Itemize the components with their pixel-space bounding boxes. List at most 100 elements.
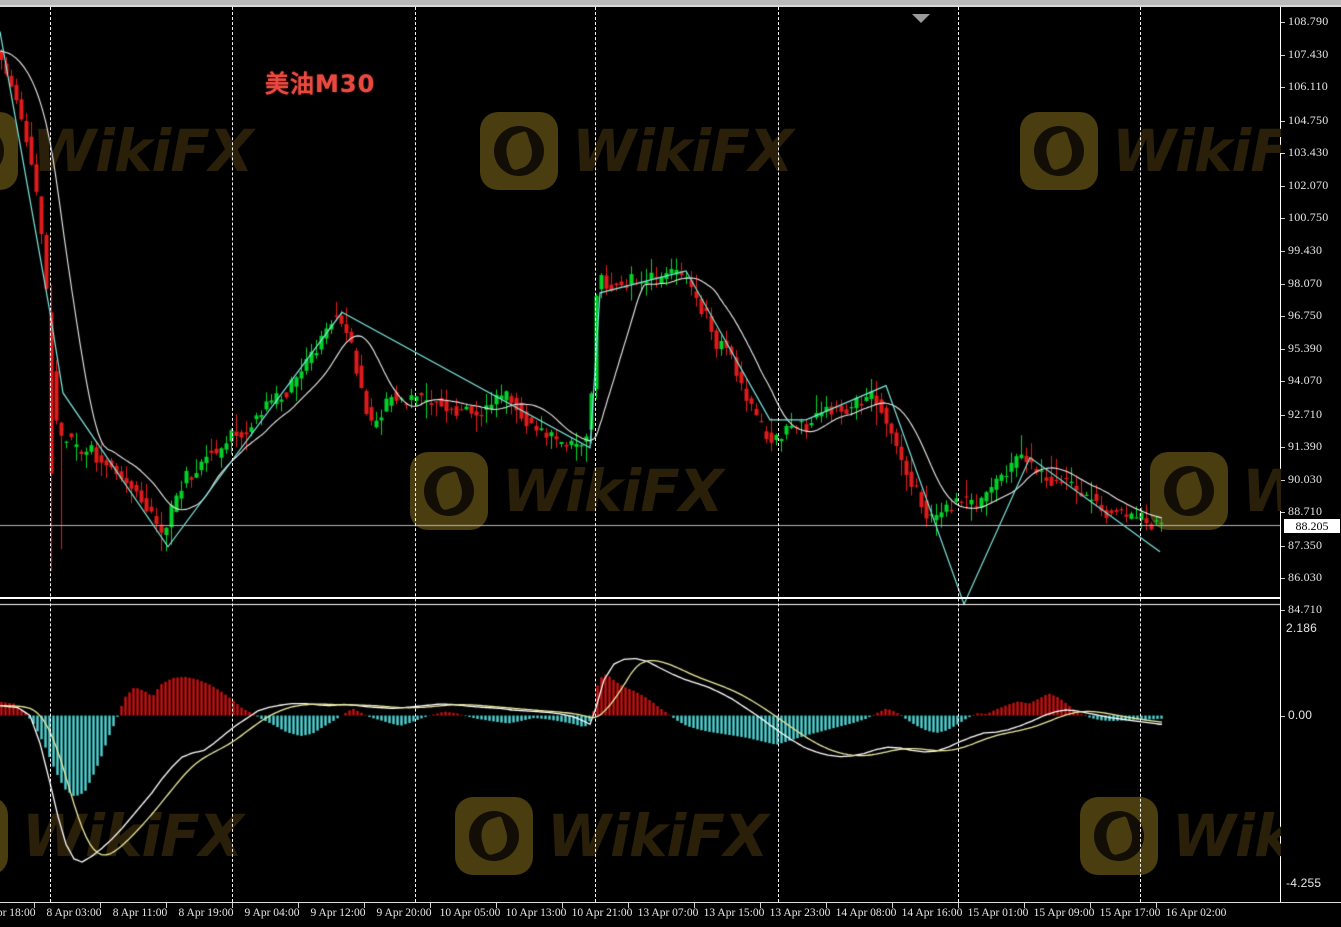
pane-collapse-arrow-icon[interactable] [912, 14, 930, 23]
price-tick-label: 98.070 [1288, 275, 1323, 290]
tick-mark [1281, 545, 1285, 547]
price-tick: 98.070 [1281, 276, 1341, 290]
tick-mark [1281, 120, 1285, 122]
time-tick-label: 9 Apr 12:00 [310, 907, 366, 919]
tick-mark [1281, 381, 1285, 383]
time-tick-mark [892, 903, 893, 908]
price-tick: 88.710 [1281, 504, 1341, 518]
price-tick-label: 87.350 [1288, 537, 1323, 552]
tick-mark [1281, 610, 1285, 611]
current-price-badge: 88.205 [1284, 518, 1340, 533]
time-tick-label: 15 Apr 09:00 [1033, 907, 1095, 919]
time-tick-label: 8 Apr 03:00 [46, 907, 102, 919]
macd-tick-label: 0.00 [1288, 707, 1313, 722]
time-tick-label: 15 Apr 17:00 [1099, 907, 1161, 919]
time-tick-mark [298, 903, 299, 908]
symbol-timeframe-label: 美油M30 [265, 70, 376, 98]
price-tick: 84.710 [1281, 602, 1341, 616]
time-tick-mark [694, 903, 695, 908]
price-tick: 106.110 [1281, 79, 1341, 93]
price-tick-label: 92.710 [1288, 406, 1323, 421]
time-tick-label: 13 Apr 23:00 [769, 907, 831, 919]
macd-tick: -4.255 [1281, 876, 1341, 890]
time-tick-mark [760, 903, 761, 908]
time-tick-mark [562, 903, 563, 908]
price-tick-label: 91.390 [1288, 438, 1323, 453]
chart-canvas[interactable] [0, 7, 1280, 902]
time-tick-label: 16 Apr 02:00 [1165, 907, 1227, 919]
tick-mark [1281, 22, 1285, 23]
time-tick-label: 9 Apr 20:00 [376, 907, 432, 919]
time-tick-mark [1090, 903, 1091, 908]
time-tick-label: 13 Apr 07:00 [637, 907, 699, 919]
time-tick-mark [100, 903, 101, 908]
price-tick-label: 94.070 [1288, 373, 1323, 388]
price-tick: 86.030 [1281, 570, 1341, 584]
chart-frame[interactable]: WikiFX WikiFX WikiFX WikiFX WikiFX WikiF… [0, 7, 1341, 902]
price-scale[interactable]: 108.790 107.430 106.110 104.750 103.430 102.0… [1281, 7, 1341, 902]
vertical-gridline [1140, 7, 1141, 902]
price-tick-label: 96.750 [1288, 308, 1323, 322]
tick-mark [1281, 283, 1285, 285]
tick-mark [1281, 414, 1285, 416]
price-tick: 87.350 [1281, 538, 1341, 552]
time-tick-mark [958, 903, 959, 908]
price-tick: 90.030 [1281, 472, 1341, 486]
price-tick: 104.750 [1281, 113, 1341, 127]
pane-separator [0, 597, 1280, 599]
price-tick-label: 84.710 [1288, 602, 1323, 616]
price-tick-label: 88.710 [1288, 504, 1323, 519]
tick-mark [1281, 480, 1285, 482]
tick-mark [1281, 446, 1285, 448]
price-tick-label: 104.750 [1288, 112, 1329, 127]
price-tick-label: 106.110 [1288, 79, 1328, 94]
time-tick-label: 8 Apr 11:00 [112, 907, 168, 919]
price-tick: 99.430 [1281, 243, 1341, 257]
time-axis[interactable]: 7 Apr 18:00 8 Apr 03:00 8 Apr 11:00 8 Apr 1… [0, 902, 1341, 927]
time-tick-mark [34, 903, 35, 908]
tick-mark [1281, 186, 1285, 188]
vertical-gridline [415, 7, 416, 902]
price-tick: 95.390 [1281, 341, 1341, 355]
price-tick: 94.070 [1281, 373, 1341, 387]
tick-mark [1281, 349, 1285, 351]
time-tick-label: 8 Apr 19:00 [178, 907, 234, 919]
time-tick-label: 10 Apr 21:00 [571, 907, 633, 919]
time-tick-mark [430, 903, 431, 908]
time-tick-mark [628, 903, 629, 908]
vertical-gridline [958, 7, 959, 902]
price-tick-label: 99.430 [1288, 242, 1323, 257]
tick-mark [1281, 250, 1285, 252]
tick-mark [1281, 218, 1285, 220]
tick-mark [1281, 577, 1285, 579]
time-tick-label: 9 Apr 04:00 [244, 907, 300, 919]
price-tick-label: 90.030 [1288, 472, 1323, 487]
chrome-edge [0, 5, 1341, 7]
vertical-gridline [50, 7, 51, 902]
price-tick: 92.710 [1281, 407, 1341, 421]
tick-mark [1281, 152, 1285, 154]
price-tick-label: 103.430 [1288, 144, 1329, 159]
price-tick-label: 95.390 [1288, 341, 1323, 356]
price-tick: 102.070 [1281, 178, 1341, 192]
price-tick-label: 86.030 [1288, 569, 1323, 584]
time-tick-mark [1156, 903, 1157, 908]
vertical-gridline [778, 7, 779, 902]
tick-mark [1281, 715, 1285, 717]
tick-mark [1281, 55, 1285, 57]
price-tick: 91.390 [1281, 439, 1341, 453]
price-tick: 108.790 [1281, 14, 1341, 28]
price-tick: 103.430 [1281, 145, 1341, 159]
time-tick-label: 14 Apr 16:00 [901, 907, 963, 919]
macd-tick: 2.186 [1281, 621, 1341, 635]
price-tick-label: 102.070 [1288, 178, 1329, 193]
price-tick-label: 100.750 [1288, 210, 1329, 225]
time-tick-mark [364, 903, 365, 908]
tick-mark [1281, 87, 1285, 89]
time-tick-mark [232, 903, 233, 908]
time-tick-mark [496, 903, 497, 908]
time-tick-label: 13 Apr 15:00 [703, 907, 765, 919]
vertical-gridline [595, 7, 596, 902]
time-tick-label: 15 Apr 01:00 [967, 907, 1029, 919]
